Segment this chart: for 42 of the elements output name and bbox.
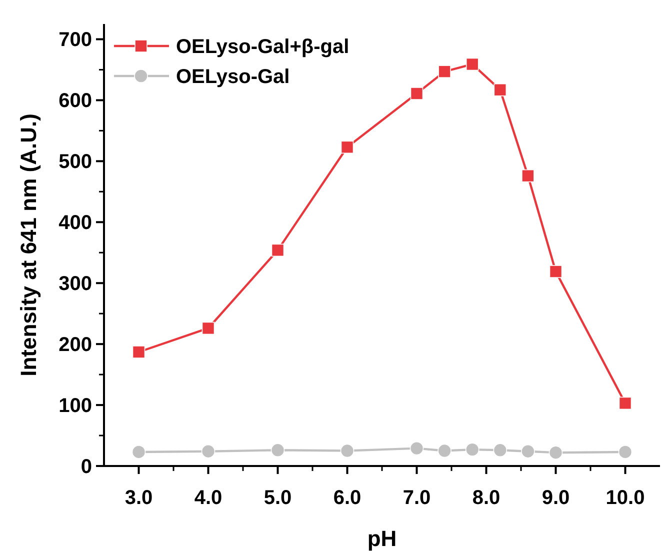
point	[410, 441, 424, 456]
y-tick-label: 100	[58, 395, 92, 418]
x-axis-title: pH	[367, 526, 397, 551]
point	[438, 65, 451, 78]
point	[548, 446, 563, 460]
point	[494, 83, 507, 96]
y-tick-label: 300	[58, 273, 92, 296]
point	[340, 444, 354, 458]
point	[521, 444, 535, 458]
y-axis-title: Intensity at 641 nm (A.U.)	[16, 114, 41, 376]
x-tick-label: 7.0	[402, 487, 431, 509]
y-tick-label: 200	[58, 334, 92, 356]
point	[132, 445, 146, 459]
x-tick-label: 4.0	[194, 487, 222, 509]
x-tick-label: 6.0	[333, 487, 362, 509]
point	[465, 442, 480, 456]
point	[202, 322, 215, 335]
y-tick-label: 600	[58, 90, 92, 112]
y-tick-label: 700	[58, 29, 92, 52]
x-tick-label: 10.0	[606, 487, 645, 509]
point	[201, 444, 216, 458]
point	[270, 443, 285, 458]
point	[493, 443, 508, 458]
point	[522, 169, 534, 182]
point	[271, 244, 284, 257]
y-tick-label: 0	[80, 456, 92, 478]
y-tick-label: 400	[58, 212, 92, 234]
x-tick-label: 5.0	[264, 487, 292, 509]
point	[410, 87, 424, 100]
legend-label: OELyso-Gal+β-gal	[176, 36, 350, 58]
point	[438, 444, 452, 458]
x-tick-label: 3.0	[124, 487, 153, 509]
point	[132, 346, 146, 358]
legend-label: OELyso-Gal	[176, 66, 290, 88]
point	[340, 140, 354, 154]
y-tick-label: 500	[58, 151, 92, 174]
point	[618, 396, 632, 410]
point	[466, 58, 479, 71]
x-tick-label: 9.0	[542, 487, 570, 509]
point	[549, 265, 562, 278]
x-tick-label: 8.0	[472, 487, 500, 509]
point	[618, 445, 632, 459]
